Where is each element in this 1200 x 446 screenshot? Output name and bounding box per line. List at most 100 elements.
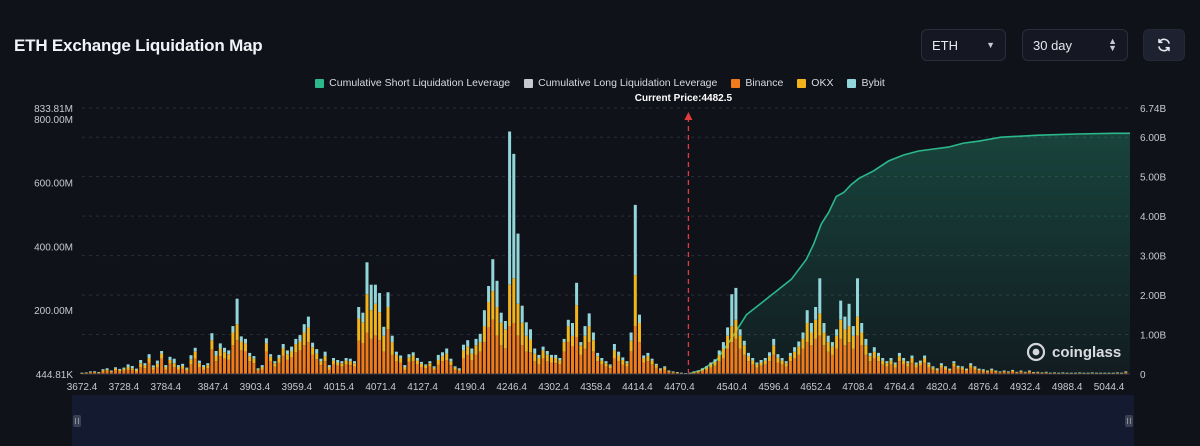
bar-bybit — [730, 294, 734, 327]
bar-binance — [784, 366, 788, 374]
legend-item-binance[interactable]: Binance — [731, 77, 783, 89]
bar-binance — [520, 345, 524, 374]
bar-bybit — [323, 351, 327, 357]
bar-okx — [260, 367, 264, 370]
bar-okx — [1086, 373, 1090, 374]
x-tick-label: 4820.4 — [926, 382, 957, 393]
legend-label: Cumulative Short Liquidation Leverage — [329, 77, 511, 89]
bar-bybit — [872, 347, 876, 352]
x-tick-label: 4246.4 — [496, 382, 527, 393]
zoom-handle-left[interactable] — [73, 415, 81, 427]
bar-okx — [394, 354, 398, 362]
bar-okx — [742, 345, 746, 355]
bar-okx — [856, 316, 859, 336]
bar-okx — [285, 354, 289, 360]
bar-binance — [659, 370, 662, 374]
bar-binance — [1124, 372, 1128, 374]
bar-okx — [151, 367, 155, 370]
bar-bybit — [550, 354, 553, 358]
bar-binance — [726, 348, 730, 374]
bar-okx — [529, 339, 532, 353]
bar-bybit — [692, 371, 696, 372]
legend-item-bybit[interactable]: Bybit — [847, 77, 885, 89]
bar-binance — [809, 345, 813, 374]
bar-binance — [889, 364, 893, 374]
bar-bybit — [835, 329, 839, 336]
bar-binance — [646, 361, 650, 374]
bar-okx — [596, 356, 600, 362]
bar-binance — [466, 354, 470, 374]
zoom-scrollbar[interactable] — [72, 395, 1134, 446]
bar-binance — [386, 329, 390, 374]
bar-binance — [713, 365, 717, 374]
legend-label: Binance — [745, 77, 784, 89]
bar-okx — [499, 323, 503, 346]
bar-binance — [470, 360, 474, 374]
legend-item-okx[interactable]: OKX — [797, 77, 833, 89]
bar-binance — [654, 367, 658, 374]
bar-okx — [474, 345, 478, 355]
bar-binance — [990, 370, 994, 374]
bar-binance — [747, 361, 750, 374]
bar-binance — [575, 337, 579, 374]
bar-okx — [1036, 372, 1040, 373]
bar-bybit — [1074, 372, 1077, 374]
bar-binance — [390, 354, 394, 374]
bar-binance — [382, 351, 386, 374]
bar-okx — [84, 372, 88, 374]
legend-item-short-cum[interactable]: Cumulative Short Liquidation Leverage — [315, 77, 510, 89]
bar-binance — [776, 362, 780, 374]
symbol-select[interactable]: ETH ▼ — [921, 29, 1006, 61]
bar-binance — [457, 370, 461, 374]
bar-okx — [516, 303, 520, 336]
bar-binance — [109, 372, 113, 374]
bar-binance — [696, 372, 700, 374]
x-tick-label: 4708.4 — [842, 382, 873, 393]
refresh-button[interactable] — [1143, 29, 1185, 61]
bar-bybit — [445, 348, 449, 354]
bar-okx — [218, 348, 222, 357]
bar-bybit — [830, 342, 834, 347]
bar-binance — [768, 361, 771, 374]
bar-okx — [801, 338, 805, 349]
x-tick-label: 4190.4 — [454, 382, 485, 393]
bar-bybit — [185, 367, 189, 369]
bar-bybit — [621, 357, 625, 360]
bar-bybit — [264, 338, 268, 344]
bar-binance — [881, 364, 885, 374]
bar-binance — [118, 371, 122, 374]
bar-bybit — [306, 316, 310, 328]
bar-binance — [772, 354, 776, 374]
bar-okx — [721, 348, 725, 359]
bar-binance — [420, 367, 423, 374]
bar-bybit — [843, 316, 847, 330]
bar-bybit — [881, 358, 885, 361]
bar-binance — [487, 327, 491, 374]
cumulative-short-area — [688, 133, 1130, 374]
legend-item-long-cum[interactable]: Cumulative Long Liquidation Leverage — [524, 77, 717, 89]
bar-okx — [1115, 372, 1119, 374]
bar-okx — [336, 362, 340, 366]
bar-bybit — [512, 153, 516, 279]
bar-bybit — [1107, 372, 1111, 374]
bar-binance — [445, 360, 449, 374]
y-right-tick-label: 4.00B — [1140, 212, 1166, 223]
bar-okx — [294, 344, 298, 353]
bar-bybit — [591, 332, 595, 341]
bar-binance — [902, 364, 906, 374]
bar-binance — [965, 370, 968, 374]
bar-bybit — [579, 342, 583, 346]
zoom-handle-right[interactable] — [1125, 415, 1133, 427]
bar-okx — [1090, 372, 1094, 374]
bar-okx — [302, 332, 306, 346]
bar-okx — [378, 312, 382, 341]
bar-binance — [378, 340, 382, 374]
bar-bybit — [285, 350, 289, 355]
bar-binance — [176, 369, 180, 374]
bar-okx — [587, 326, 591, 343]
range-select[interactable]: 30 day ▲ ▼ — [1022, 29, 1128, 61]
bar-binance — [587, 342, 591, 374]
bar-okx — [923, 358, 927, 363]
x-tick-label: 4414.4 — [622, 382, 653, 393]
bar-bybit — [533, 348, 537, 354]
